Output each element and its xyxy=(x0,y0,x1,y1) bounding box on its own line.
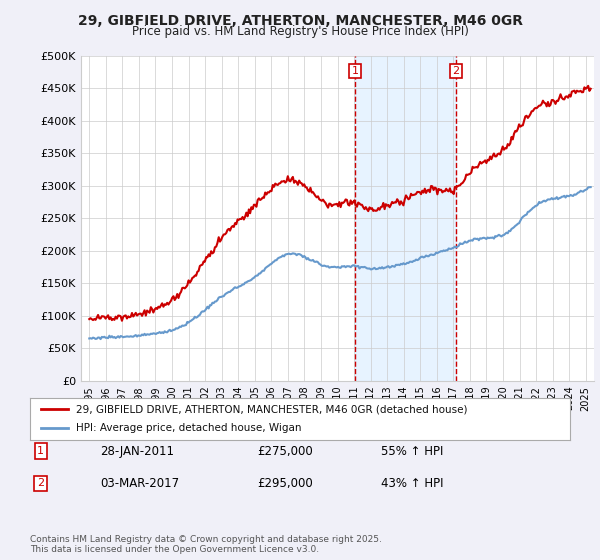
Text: 1: 1 xyxy=(352,66,359,76)
Text: Price paid vs. HM Land Registry's House Price Index (HPI): Price paid vs. HM Land Registry's House … xyxy=(131,25,469,38)
Text: 29, GIBFIELD DRIVE, ATHERTON, MANCHESTER, M46 0GR: 29, GIBFIELD DRIVE, ATHERTON, MANCHESTER… xyxy=(77,14,523,28)
Text: 29, GIBFIELD DRIVE, ATHERTON, MANCHESTER, M46 0GR (detached house): 29, GIBFIELD DRIVE, ATHERTON, MANCHESTER… xyxy=(76,404,467,414)
Text: 28-JAN-2011: 28-JAN-2011 xyxy=(100,445,174,458)
Text: 43% ↑ HPI: 43% ↑ HPI xyxy=(381,477,443,490)
Text: £295,000: £295,000 xyxy=(257,477,313,490)
Text: 55% ↑ HPI: 55% ↑ HPI xyxy=(381,445,443,458)
Text: Contains HM Land Registry data © Crown copyright and database right 2025.
This d: Contains HM Land Registry data © Crown c… xyxy=(30,535,382,554)
Text: 1: 1 xyxy=(37,446,44,456)
Bar xyxy=(355,56,456,381)
Text: £275,000: £275,000 xyxy=(257,445,313,458)
Text: 2: 2 xyxy=(452,66,460,76)
Text: 2: 2 xyxy=(37,478,44,488)
Text: 03-MAR-2017: 03-MAR-2017 xyxy=(100,477,179,490)
Text: HPI: Average price, detached house, Wigan: HPI: Average price, detached house, Wiga… xyxy=(76,423,301,433)
